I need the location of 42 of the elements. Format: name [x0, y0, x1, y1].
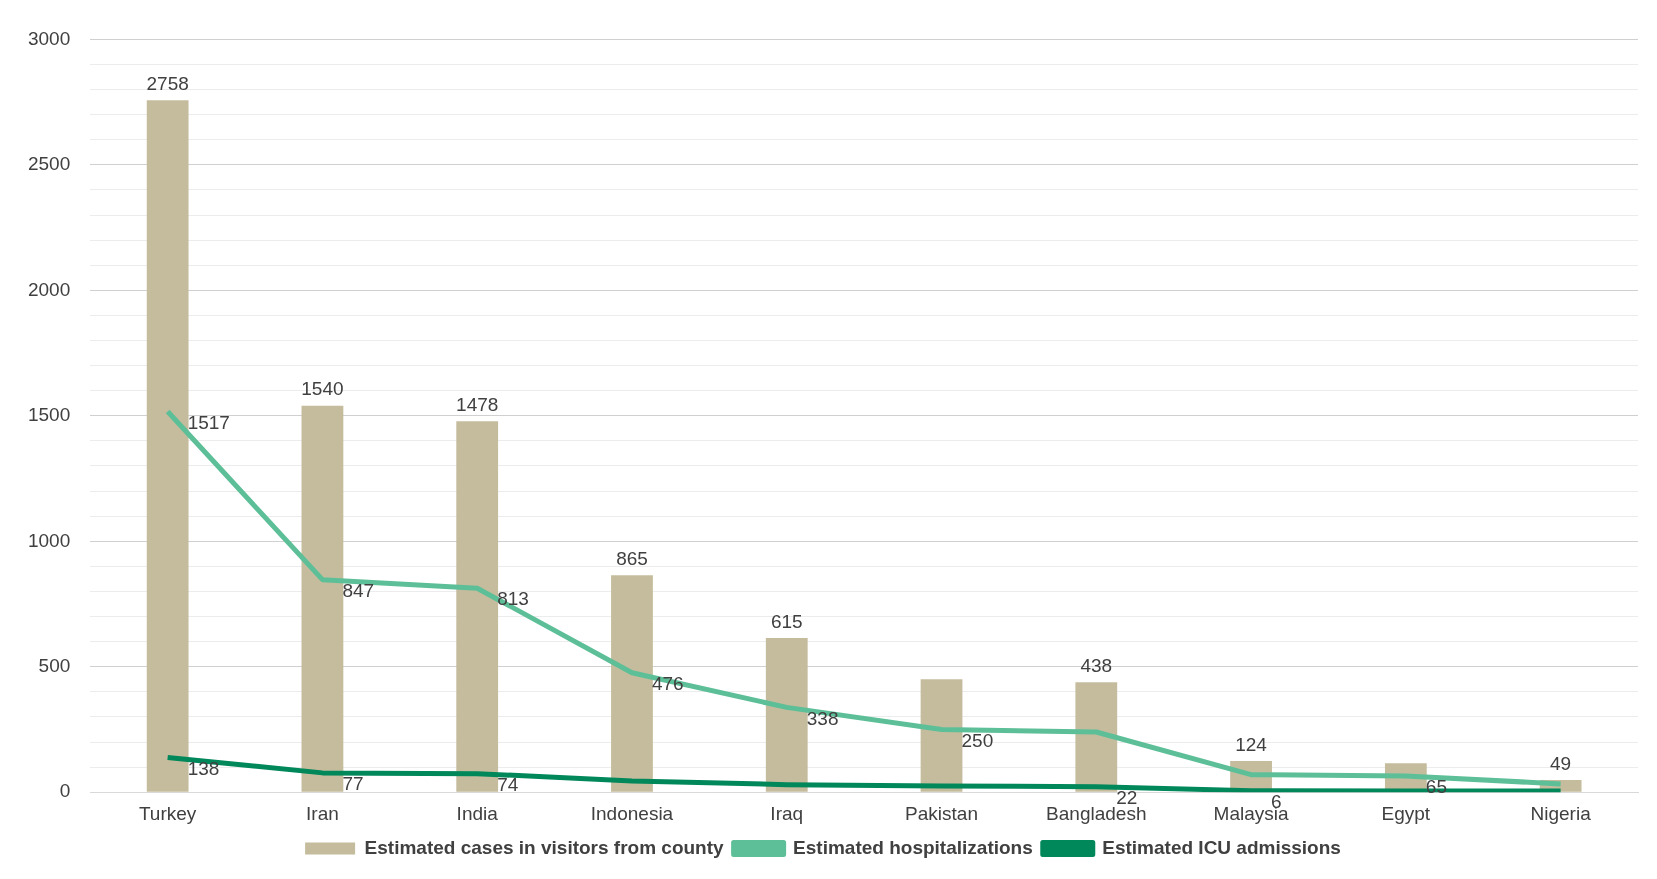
- x-tick-label: Egypt: [1381, 802, 1431, 824]
- bar: [765, 637, 808, 792]
- bar: [1075, 682, 1118, 792]
- y-tick-label: 2500: [27, 153, 71, 175]
- x-tick-label: Nigeria: [1530, 802, 1592, 824]
- data-label: 813: [497, 588, 529, 610]
- x-tick-label: Iran: [306, 802, 339, 824]
- data-label: 847: [342, 579, 375, 601]
- data-label: 2758: [146, 72, 189, 94]
- y-tick-label: 0: [59, 780, 71, 802]
- x-tick-label: Turkey: [138, 802, 197, 824]
- data-label: 1540: [301, 378, 344, 400]
- data-label: 865: [616, 547, 648, 569]
- bar: [611, 575, 653, 792]
- bar: [146, 100, 189, 792]
- legend-label: Estimated cases in visitors from county: [364, 836, 725, 858]
- x-tick-label: Iraq: [770, 802, 804, 824]
- y-tick-label: 3000: [27, 27, 71, 49]
- data-label: 77: [342, 773, 364, 795]
- bar: [456, 421, 499, 792]
- data-label: 49: [1550, 752, 1572, 774]
- y-tick-label: 2000: [27, 278, 71, 300]
- data-label: 124: [1235, 733, 1268, 755]
- data-label: 74: [497, 773, 519, 795]
- bar: [301, 405, 344, 792]
- data-label: 250: [961, 729, 994, 751]
- legend-label: Estimated hospitalizations: [793, 836, 1033, 858]
- data-label: 1478: [456, 394, 499, 416]
- y-tick-label: 500: [38, 654, 71, 676]
- data-label: 22: [1116, 786, 1138, 808]
- y-tick-label: 1000: [27, 529, 71, 551]
- data-label: 615: [770, 610, 803, 632]
- data-label: 138: [187, 757, 220, 779]
- x-tick-label: Pakistan: [905, 802, 978, 824]
- y-tick-label: 1500: [27, 404, 71, 426]
- data-label: 1517: [187, 411, 230, 433]
- legend-label: Estimated ICU admissions: [1102, 836, 1341, 858]
- data-label: 438: [1080, 655, 1113, 677]
- bar: [920, 679, 963, 792]
- x-tick-label: Indonesia: [590, 802, 674, 824]
- x-tick-label: India: [456, 802, 499, 824]
- data-label: 338: [806, 707, 839, 729]
